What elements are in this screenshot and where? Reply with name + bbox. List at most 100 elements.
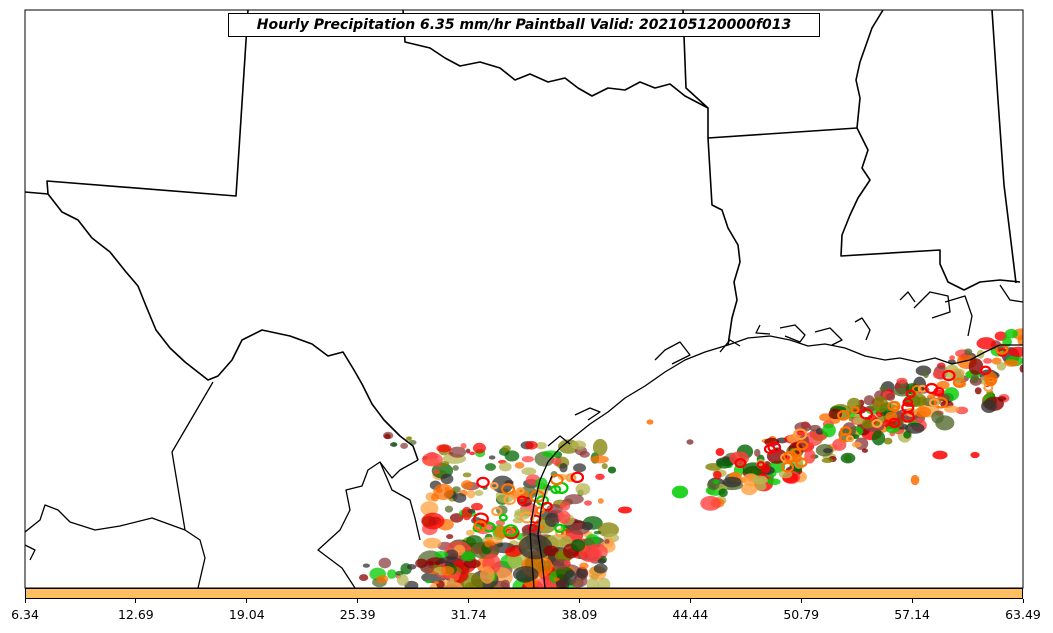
precip-blob (764, 437, 780, 447)
precip-ring (476, 476, 490, 489)
colorbar-tick (1022, 599, 1024, 603)
precip-blob (504, 546, 523, 557)
precip-blob (539, 525, 546, 530)
precip-blob (488, 455, 496, 460)
precip-blob (433, 581, 440, 584)
precip-ring (489, 481, 499, 490)
colorbar-tick-label: 19.04 (228, 607, 265, 622)
precip-ring (570, 471, 585, 484)
colorbar-tick (135, 599, 137, 603)
precip-blob (607, 466, 617, 474)
precip-blob (700, 495, 721, 511)
colorbar-tick (246, 599, 248, 603)
precip-blob (452, 492, 467, 503)
precip-blob (885, 392, 896, 401)
precip-blob (557, 510, 571, 524)
precip-blob (460, 442, 467, 450)
colorbar-tick (24, 599, 26, 603)
precip-blob (579, 562, 589, 570)
precip-ring (839, 426, 852, 437)
precip-ring (793, 428, 808, 441)
colorbar-tick-label: 44.44 (672, 607, 709, 622)
precip-blob (822, 423, 836, 438)
precip-blob (425, 579, 432, 584)
precip-ring (502, 524, 519, 537)
colorbar-tick (578, 599, 580, 603)
precip-blob (433, 483, 454, 500)
colorbar-tick-label: 57.14 (894, 607, 931, 622)
colorbar-tick-label: 50.79 (783, 607, 820, 622)
colorbar-tick (689, 599, 691, 603)
precip-blob (713, 479, 720, 485)
precip-blob (571, 577, 584, 588)
precip-blob (976, 337, 996, 350)
precip-blob (514, 461, 525, 469)
precip-blob (449, 446, 466, 458)
precip-blob (581, 521, 593, 531)
precip-blob (903, 430, 912, 439)
colorbar-tick (357, 599, 359, 603)
precip-blob (420, 501, 439, 516)
precip-blob (1008, 346, 1023, 357)
precip-blob (1004, 328, 1019, 339)
precip-blob (474, 490, 484, 496)
precip-blob (449, 577, 455, 583)
precip-blob (718, 488, 728, 497)
precip-blob (944, 405, 960, 413)
precip-ring (859, 408, 874, 420)
precip-blob (932, 369, 945, 380)
precip-blob (741, 483, 758, 496)
precip-blob (446, 534, 454, 540)
precip-ring (500, 483, 516, 495)
precip-blob (646, 419, 654, 425)
precip-blob (1019, 364, 1023, 373)
precip-ring (516, 487, 525, 495)
precip-blob (970, 374, 979, 383)
precip-ring (734, 458, 747, 469)
precip-blob (851, 441, 862, 448)
precip-blob (521, 455, 534, 463)
precip-blob (922, 370, 929, 379)
precip-blob (716, 458, 732, 469)
precip-blob (415, 558, 428, 568)
precip-blob (931, 410, 944, 424)
map-title: Hourly Precipitation 6.35 mm/hr Paintbal… (228, 13, 820, 37)
state-boundaries (25, 10, 1021, 461)
precip-ring (554, 523, 566, 534)
precip-blob (767, 478, 781, 486)
precip-blob (593, 563, 608, 574)
precip-blob (400, 442, 409, 449)
precip-blob (491, 475, 514, 494)
precip-ring (845, 435, 855, 443)
precip-blob (883, 437, 893, 445)
precip-blob (521, 467, 537, 476)
precip-blob (593, 530, 602, 535)
precip-blob (500, 579, 510, 588)
precip-blob (465, 529, 475, 536)
precip-blob (452, 465, 459, 471)
precip-ring (473, 520, 487, 532)
precip-blob (590, 455, 609, 464)
colorbar-tick-label: 25.39 (339, 607, 376, 622)
colorbar-tick-label: 63.49 (1005, 607, 1041, 622)
precip-blob (384, 433, 391, 440)
precip-ring (527, 523, 538, 532)
colorbar (25, 588, 1023, 599)
precip-blob (559, 501, 571, 511)
precip-blob (466, 489, 476, 499)
precip-blob (715, 447, 725, 457)
precip-blob (983, 357, 993, 364)
precip-blob (423, 537, 442, 549)
precip-ring (516, 495, 528, 505)
precip-blob (440, 565, 455, 576)
precip-ring (933, 396, 949, 409)
precip-blob (815, 427, 824, 435)
precip-blob (601, 463, 608, 470)
precip-blob (551, 457, 562, 465)
precip-blob (926, 394, 936, 399)
precip-blob (592, 438, 608, 456)
precip-blob (427, 560, 434, 566)
precip-blob (968, 358, 984, 376)
precip-blob (822, 448, 833, 454)
